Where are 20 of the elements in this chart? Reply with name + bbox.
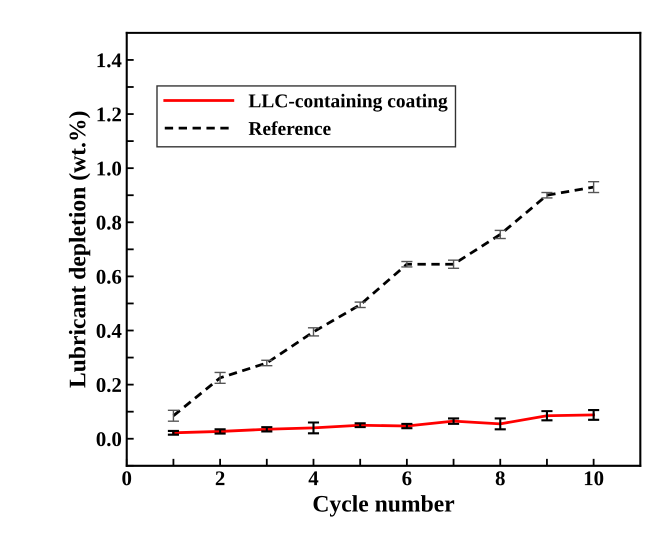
y-tick-label: 0.8 — [96, 216, 122, 230]
x-tick-label: 8 — [496, 471, 505, 486]
y-tick-label: 0.6 — [96, 270, 122, 284]
y-tick-label: 0.2 — [96, 378, 121, 392]
y-tick-label: 0.0 — [96, 432, 122, 446]
y-tick-label: 1.2 — [97, 107, 121, 122]
x-axis-title: Cycle number — [314, 495, 454, 517]
legend-label: LLC-containing coating — [248, 94, 448, 112]
line-series — [172, 414, 596, 434]
y-tick-label: 0.4 — [96, 324, 122, 338]
line-series — [172, 186, 596, 418]
x-tick-label: 2 — [216, 471, 224, 486]
x-tick-label: 6 — [402, 471, 412, 486]
x-tick-label: 0 — [122, 471, 132, 486]
legend-label: Reference — [248, 121, 331, 136]
y-axis-title: Lubricant depletion (wt.%) — [68, 112, 90, 388]
x-tick-label: 10 — [584, 471, 604, 486]
x-tick-label: 4 — [308, 471, 318, 486]
y-tick-label: 1.4 — [97, 53, 122, 68]
y-tick-label: 1.0 — [97, 162, 122, 176]
